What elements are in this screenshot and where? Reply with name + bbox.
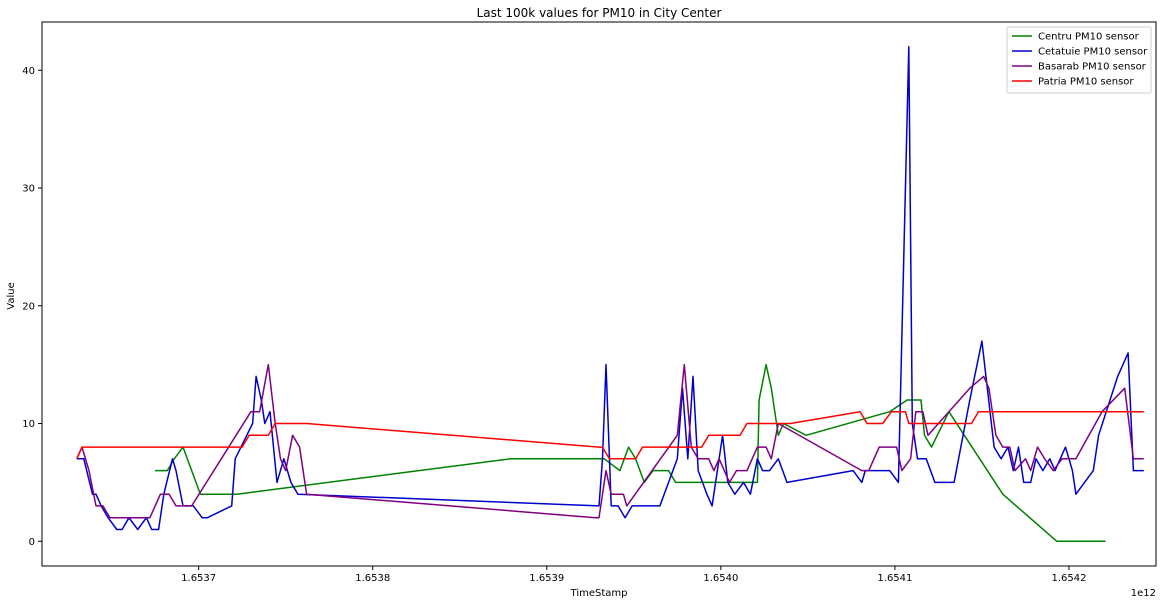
series-line [76, 45, 1144, 531]
y-tick-label: 10 [22, 419, 35, 430]
x-tick-label: 1.6537 [181, 573, 216, 584]
legend-entry: Basarab PM10 sensor [1038, 62, 1147, 73]
series-line [76, 410, 1144, 460]
x-tick-label: 1.6538 [355, 573, 390, 584]
y-tick-label: 40 [22, 66, 35, 77]
x-axis-label: TimeStamp [570, 588, 628, 599]
y-tick-label: 20 [22, 301, 35, 312]
x-tick-label: 1.6539 [529, 573, 564, 584]
x-axis-offset-label: 1e12 [1131, 588, 1156, 599]
chart-title: Last 100k values for PM10 in City Center [477, 6, 722, 20]
y-tick-label: 0 [29, 537, 35, 548]
legend-frame [1006, 26, 1152, 94]
x-tick-label: 1.6541 [877, 573, 912, 584]
series-layer [76, 45, 1144, 543]
y-axis: 0 10 20 30 40 [22, 66, 42, 548]
y-tick-label: 30 [22, 184, 35, 195]
series-line [76, 363, 1144, 519]
x-tick-label: 1.6542 [1051, 573, 1086, 584]
legend-entry: Centru PM10 sensor [1038, 32, 1140, 43]
legend-entry: Cetatuie PM10 sensor [1038, 47, 1148, 58]
series-line [155, 363, 1106, 543]
plot-frame [41, 21, 1157, 567]
x-tick-label: 1.6540 [703, 573, 738, 584]
x-axis: 1.6537 1.6538 1.6539 1.6540 1.6541 1.6542 [181, 566, 1086, 584]
legend: Centru PM10 sensor Cetatuie PM10 sensor Ba… [1006, 26, 1152, 94]
y-axis-label: Value [6, 282, 17, 309]
legend-entry: Patria PM10 sensor [1038, 77, 1134, 88]
